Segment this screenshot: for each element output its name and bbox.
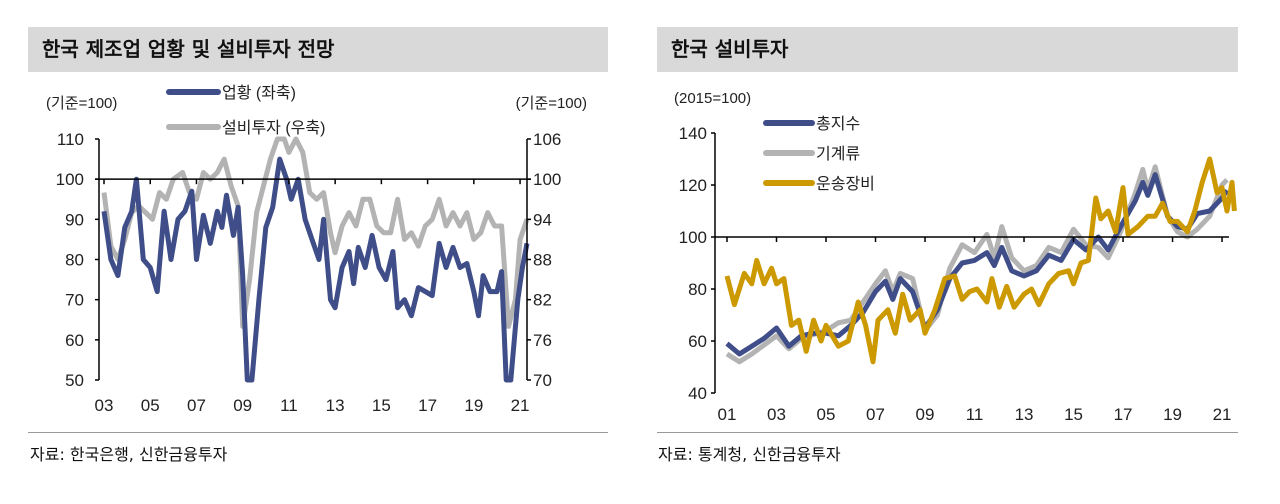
x-tick-label: 09 <box>233 396 252 415</box>
x-tick-label: 15 <box>372 396 391 415</box>
line-series-transport-equipment <box>724 156 1237 365</box>
left-axis-unit: (기준=100) <box>46 95 117 112</box>
x-tick-label: 21 <box>511 396 530 415</box>
left-chart-title: 한국 제조업 업황 및 설비투자 전망 <box>28 27 608 72</box>
y-tick-label-left: 100 <box>56 170 84 189</box>
x-tick-label: 01 <box>718 405 737 424</box>
x-tick-label: 17 <box>1114 405 1133 424</box>
y-tick-label-right: 76 <box>533 331 552 350</box>
x-tick-label: 11 <box>966 405 984 424</box>
right-source: 자료: 통계청, 신한금융투자 <box>658 445 841 464</box>
legend-label: 총지수 <box>816 115 860 133</box>
right-divider <box>657 432 1238 433</box>
y-tick-label-right: 100 <box>533 170 561 189</box>
y-tick-label-left: 60 <box>65 331 84 350</box>
y-tick-label: 40 <box>688 384 707 403</box>
y-tick-label-left: 110 <box>57 130 84 149</box>
x-tick-label: 07 <box>866 405 885 424</box>
y-tick-label-left: 50 <box>65 371 84 390</box>
y-tick-label-left: 70 <box>65 291 84 310</box>
y-tick-label: 120 <box>679 176 707 195</box>
x-tick-label: 19 <box>464 396 483 415</box>
x-tick-label: 07 <box>187 396 206 415</box>
y-tick-label-right: 70 <box>533 371 552 390</box>
y-tick-label: 140 <box>679 124 707 143</box>
legend-label: 운송장비 <box>816 175 875 193</box>
line-series-business-conditions <box>101 156 530 383</box>
left-divider <box>28 432 608 433</box>
x-tick-label: 03 <box>95 396 114 415</box>
line-series-machinery <box>725 164 1229 365</box>
y-tick-label-left: 80 <box>65 251 84 270</box>
legend-label: 설비투자 (우축) <box>222 119 325 137</box>
line-series-capex <box>101 136 530 329</box>
y-tick-label: 80 <box>688 280 707 299</box>
y-tick-label-right: 94 <box>533 210 552 229</box>
left-source: 자료: 한국은행, 신한금융투자 <box>30 445 228 464</box>
right-axis-unit: (기준=100) <box>516 95 587 112</box>
axis-unit: (2015=100) <box>674 90 751 107</box>
x-tick-label: 21 <box>1213 405 1232 424</box>
y-tick-label-left: 90 <box>65 210 84 229</box>
x-tick-label: 11 <box>280 396 298 415</box>
legend-label: 업황 (좌축) <box>222 84 296 102</box>
x-tick-label: 13 <box>326 396 345 415</box>
y-tick-label: 60 <box>688 332 707 351</box>
x-tick-label: 03 <box>767 405 786 424</box>
y-tick-label-right: 88 <box>533 251 552 270</box>
x-tick-label: 09 <box>916 405 935 424</box>
y-tick-label-right: 82 <box>533 291 552 310</box>
x-tick-label: 05 <box>141 396 160 415</box>
y-tick-label-right: 106 <box>533 130 561 149</box>
right-chart-title: 한국 설비투자 <box>657 27 1238 72</box>
legend-label: 기계류 <box>816 145 860 163</box>
y-tick-label: 100 <box>679 228 707 247</box>
x-tick-label: 05 <box>817 405 836 424</box>
x-tick-label: 15 <box>1064 405 1083 424</box>
x-tick-label: 13 <box>1015 405 1034 424</box>
x-tick-label: 19 <box>1163 405 1182 424</box>
x-tick-label: 17 <box>418 396 437 415</box>
